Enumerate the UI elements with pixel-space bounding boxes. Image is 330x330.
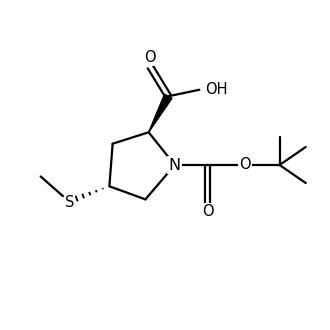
Text: OH: OH: [205, 82, 228, 97]
Text: S: S: [65, 195, 74, 210]
Text: O: O: [145, 50, 156, 65]
Polygon shape: [148, 94, 172, 132]
Text: N: N: [169, 157, 181, 173]
Text: O: O: [239, 157, 251, 172]
Text: O: O: [202, 204, 214, 219]
